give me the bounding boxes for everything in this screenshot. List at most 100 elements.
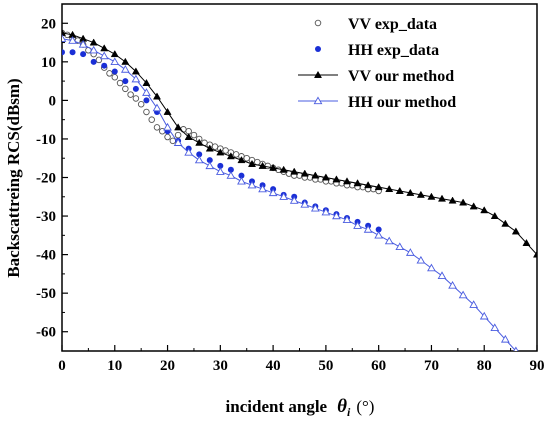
data-point bbox=[184, 132, 193, 140]
data-point bbox=[269, 163, 278, 171]
data-point bbox=[279, 192, 289, 200]
data-point bbox=[80, 51, 87, 58]
data-point bbox=[385, 184, 394, 193]
data-point bbox=[205, 144, 214, 152]
data-point bbox=[353, 179, 362, 187]
data-point bbox=[247, 180, 257, 189]
data-point bbox=[132, 95, 140, 102]
data-point bbox=[164, 133, 171, 141]
data-point bbox=[300, 199, 310, 208]
data-point bbox=[174, 123, 183, 131]
data-point bbox=[247, 159, 257, 167]
x-axis-title: incident angle θi (°) bbox=[226, 396, 375, 419]
data-point bbox=[90, 58, 97, 65]
data-point bbox=[169, 137, 177, 145]
data-point bbox=[448, 280, 457, 289]
data-point bbox=[111, 68, 118, 75]
plot-frame bbox=[61, 3, 538, 352]
data-point bbox=[142, 88, 151, 96]
data-point bbox=[332, 175, 341, 183]
data-point bbox=[111, 74, 119, 81]
data-point bbox=[427, 263, 436, 272]
data-point bbox=[226, 171, 236, 179]
data-point bbox=[132, 85, 139, 92]
data-point bbox=[163, 122, 172, 131]
y-tick-label: -20 bbox=[36, 171, 56, 187]
data-point bbox=[232, 151, 240, 158]
data-point bbox=[258, 161, 267, 169]
data-point bbox=[416, 255, 426, 264]
data-point bbox=[321, 207, 331, 216]
y-tick-label: -60 bbox=[36, 325, 56, 341]
y-tick-label: 10 bbox=[41, 55, 56, 71]
data-point bbox=[332, 211, 341, 220]
data-point bbox=[437, 194, 447, 202]
legend-marker bbox=[315, 46, 321, 52]
data-point bbox=[511, 227, 520, 235]
data-point bbox=[152, 103, 162, 112]
data-point bbox=[95, 56, 103, 64]
data-point bbox=[395, 186, 404, 194]
x-tick-label: 80 bbox=[477, 358, 492, 374]
data-point bbox=[290, 167, 299, 175]
data-point bbox=[153, 124, 161, 131]
data-point bbox=[268, 188, 278, 197]
data-point bbox=[211, 143, 219, 150]
data-point bbox=[522, 238, 531, 246]
data-point bbox=[321, 173, 330, 181]
data-point bbox=[469, 300, 479, 308]
series-line bbox=[62, 32, 537, 255]
data-point bbox=[227, 166, 234, 173]
series-3 bbox=[62, 34, 519, 351]
data-point bbox=[216, 148, 225, 156]
legend-marker bbox=[313, 96, 323, 105]
y-tick-label: -50 bbox=[36, 286, 56, 302]
data-point bbox=[62, 34, 67, 42]
data-point bbox=[289, 196, 299, 204]
x-tick-label: 30 bbox=[213, 358, 228, 374]
data-point bbox=[163, 107, 172, 115]
x-tick-label: 0 bbox=[58, 358, 66, 374]
data-point bbox=[237, 176, 246, 185]
y-tick-label: -10 bbox=[36, 132, 56, 148]
data-point bbox=[364, 181, 373, 189]
y-tick-label: -30 bbox=[36, 209, 56, 225]
data-point bbox=[222, 147, 229, 154]
x-tick-label: 10 bbox=[107, 358, 122, 374]
y-tick-label: -40 bbox=[36, 248, 56, 264]
x-axis-subscript: i bbox=[347, 405, 351, 419]
data-point bbox=[416, 190, 425, 198]
data-point bbox=[173, 138, 183, 146]
data-point bbox=[479, 311, 489, 320]
data-point bbox=[137, 100, 145, 108]
y-tick-label: 20 bbox=[41, 16, 56, 32]
legend: VV exp_data HH exp_data VV our method HH ou… bbox=[298, 16, 456, 111]
data-point bbox=[143, 97, 150, 104]
data-point bbox=[300, 169, 309, 177]
data-point bbox=[68, 36, 77, 44]
data-point bbox=[99, 51, 109, 60]
data-point bbox=[110, 57, 120, 65]
data-point bbox=[110, 50, 119, 58]
data-point bbox=[131, 74, 141, 83]
series-2 bbox=[62, 28, 537, 258]
data-point bbox=[122, 78, 129, 85]
x-tick-label: 50 bbox=[318, 358, 333, 374]
data-point bbox=[62, 28, 67, 36]
data-point bbox=[143, 108, 150, 116]
legend-marker bbox=[313, 70, 323, 78]
legend-label: HH our method bbox=[348, 94, 456, 111]
data-point bbox=[480, 206, 489, 214]
data-point bbox=[363, 225, 373, 233]
data-point bbox=[226, 152, 235, 160]
data-point bbox=[152, 92, 162, 100]
data-point bbox=[62, 49, 65, 56]
data-point bbox=[374, 183, 383, 191]
data-point bbox=[395, 242, 405, 251]
data-point bbox=[279, 165, 288, 173]
data-point bbox=[89, 45, 99, 54]
data-point bbox=[148, 116, 155, 123]
series-layer bbox=[62, 28, 537, 351]
